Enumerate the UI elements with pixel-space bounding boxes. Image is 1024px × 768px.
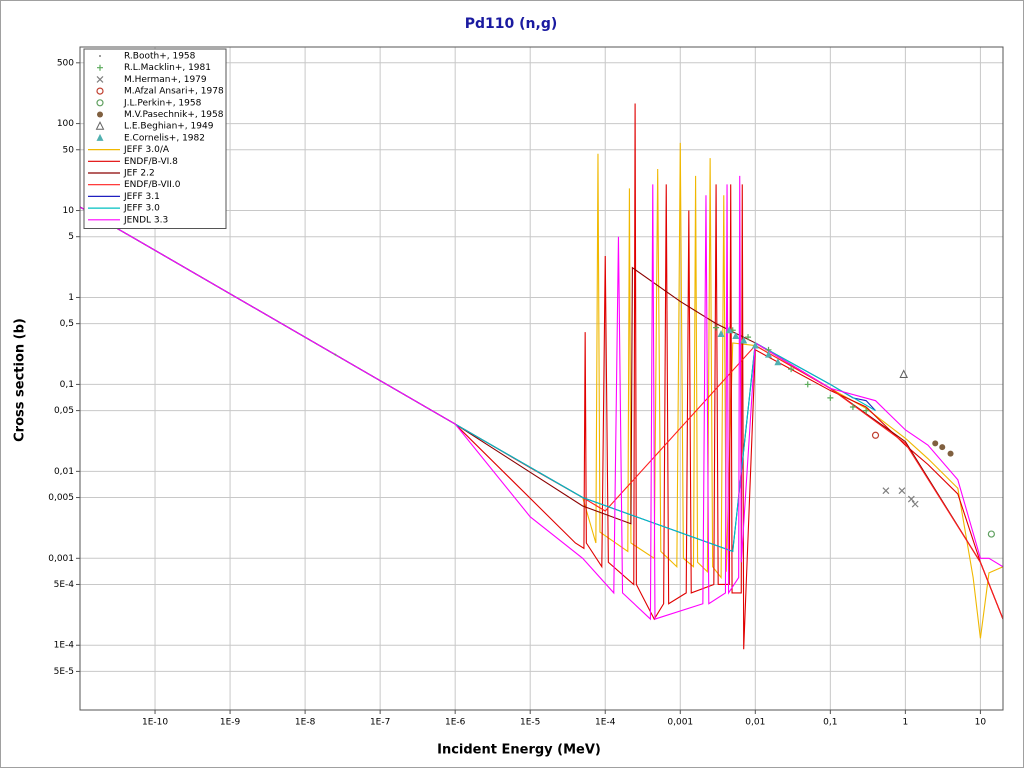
legend-label: L.E.Beghian+, 1949 xyxy=(124,122,214,132)
legend-marker xyxy=(96,133,104,141)
y-tick-label: 5E-4 xyxy=(54,580,75,590)
legend-label: JENDL 3.3 xyxy=(123,215,168,225)
y-tick-label: 10 xyxy=(63,206,75,216)
data-point xyxy=(939,444,946,451)
legend-marker xyxy=(99,55,101,57)
data-point xyxy=(717,330,725,338)
data-point xyxy=(871,431,880,439)
x-tick-label: 1E-8 xyxy=(295,718,316,728)
y-tick-label: 5 xyxy=(68,232,74,242)
legend-marker xyxy=(96,99,104,107)
x-axis-title: Incident Energy (MeV) xyxy=(437,743,601,758)
data-point xyxy=(774,358,782,366)
legend-marker xyxy=(97,111,103,118)
y-tick-label: 1 xyxy=(68,293,74,303)
data-point xyxy=(827,394,834,401)
legend-label: JEFF 3.0 xyxy=(123,204,160,214)
data-point xyxy=(713,324,720,331)
data-point xyxy=(765,350,773,358)
y-tick-label: 0,05 xyxy=(54,406,74,416)
grid: 1E-10 1E-9 1E-8 1E-7 1E-6 1E-5 1E-4 0,001 0,01 0,… xyxy=(48,47,1003,728)
data-point xyxy=(732,332,740,340)
legend-label: M.Herman+, 1979 xyxy=(124,75,207,85)
y-tick-label: 0,5 xyxy=(60,319,74,329)
data-point xyxy=(947,450,954,457)
data-point xyxy=(334,353,337,356)
x-tick-label: 0,01 xyxy=(745,718,765,728)
plot-frame xyxy=(79,46,1004,711)
y-tick-label: 500 xyxy=(57,58,74,68)
legend-label: E.Cornelis+, 1982 xyxy=(124,133,205,143)
data-point xyxy=(849,403,856,410)
legend-label: J.L.Perkin+, 1958 xyxy=(123,98,202,108)
legend-marker xyxy=(95,121,105,130)
data-point xyxy=(907,495,915,503)
y-tick-label: 5E-5 xyxy=(54,667,74,677)
data-point xyxy=(751,341,759,349)
x-tick-label: 1E-4 xyxy=(595,718,616,728)
series-line xyxy=(80,206,1003,620)
data-point xyxy=(740,336,748,344)
series-line xyxy=(80,142,1003,639)
series-line xyxy=(80,175,1003,621)
plot-area xyxy=(80,103,1003,650)
x-tick-label: 10 xyxy=(975,718,987,728)
data-point xyxy=(987,530,995,538)
y-tick-label: 100 xyxy=(57,119,74,129)
legend-marker xyxy=(96,87,104,95)
legend-label: M.V.Pasechnik+, 1958 xyxy=(124,110,224,120)
data-point xyxy=(899,369,909,379)
legend-label: JEF 2.2 xyxy=(123,169,155,179)
y-tick-label: 0,1 xyxy=(60,380,74,390)
data-point xyxy=(882,487,890,495)
y-tick-label: 0,01 xyxy=(54,467,74,477)
legend-box xyxy=(83,48,227,229)
y-tick-label: 50 xyxy=(63,145,75,155)
data-point xyxy=(725,326,733,334)
x-tick-label: 1E-6 xyxy=(445,718,466,728)
data-point xyxy=(804,381,811,388)
legend-label: JEFF 3.1 xyxy=(123,192,160,202)
legend-marker xyxy=(97,64,103,71)
x-tick-label: 1E-7 xyxy=(370,718,390,728)
chart-title: Pd110 (n,g) xyxy=(465,16,557,32)
legend-label: JEFF 3.0/A xyxy=(123,145,170,155)
data-point xyxy=(898,487,906,495)
x-tick-label: 1E-9 xyxy=(220,718,241,728)
data-point xyxy=(745,334,752,341)
data-point xyxy=(932,440,939,447)
y-axis-title: Cross section (b) xyxy=(13,318,28,442)
legend-label: M.Afzal Ansari+, 1978 xyxy=(124,87,224,97)
legend-label: R.L.Macklin+, 1981 xyxy=(124,63,211,73)
data-point xyxy=(788,366,795,373)
legend-label: ENDF/B-VII.0 xyxy=(124,180,181,190)
x-tick-label: 1 xyxy=(903,718,909,728)
x-tick-label: 0,1 xyxy=(823,718,837,728)
legend-marker xyxy=(96,75,104,83)
y-tick-label: 0,001 xyxy=(48,554,74,564)
x-tick-label: 1E-5 xyxy=(520,718,540,728)
x-tick-label: 0,001 xyxy=(667,718,693,728)
legend-label: ENDF/B-VI.8 xyxy=(124,157,178,167)
data-point xyxy=(863,407,870,414)
legend-label: R.Booth+, 1958 xyxy=(124,52,196,62)
x-tick-label: 1E-10 xyxy=(142,718,168,728)
data-point xyxy=(911,500,919,508)
y-tick-label: 0,005 xyxy=(48,493,74,503)
y-tick-label: 1E-4 xyxy=(54,641,75,651)
